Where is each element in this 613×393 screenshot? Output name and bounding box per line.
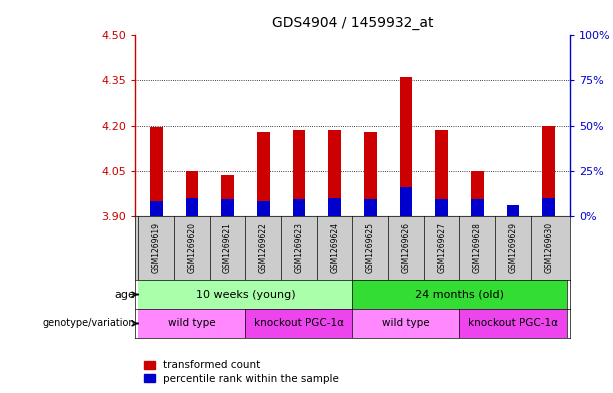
Bar [245, 309, 352, 338]
Bar [435, 130, 448, 216]
Bar [507, 205, 519, 216]
Bar [221, 199, 234, 216]
Bar [139, 280, 352, 309]
Bar [150, 127, 162, 216]
Bar [293, 130, 305, 216]
Bar [139, 309, 245, 338]
Text: wild type: wild type [382, 318, 430, 329]
Text: GSM1269628: GSM1269628 [473, 222, 482, 273]
Bar [150, 201, 162, 216]
Text: wild type: wild type [168, 318, 216, 329]
Text: 24 months (old): 24 months (old) [415, 290, 504, 299]
Text: GSM1269622: GSM1269622 [259, 222, 268, 273]
Bar [471, 199, 484, 216]
Text: GSM1269624: GSM1269624 [330, 222, 339, 274]
Bar [352, 280, 566, 309]
Text: GSM1269620: GSM1269620 [188, 222, 196, 274]
Bar [293, 199, 305, 216]
Bar [257, 201, 270, 216]
Bar [507, 211, 519, 216]
Legend: transformed count, percentile rank within the sample: transformed count, percentile rank withi… [140, 356, 343, 388]
Bar [186, 198, 198, 216]
Text: age: age [115, 290, 135, 299]
Bar [186, 171, 198, 216]
Bar [460, 309, 566, 338]
Text: GSM1269630: GSM1269630 [544, 222, 553, 274]
Bar [543, 125, 555, 216]
Bar [471, 171, 484, 216]
Bar [364, 132, 376, 216]
Bar [329, 130, 341, 216]
Bar [352, 309, 460, 338]
Text: 10 weeks (young): 10 weeks (young) [196, 290, 295, 299]
Bar [435, 199, 448, 216]
Bar [221, 175, 234, 216]
Title: GDS4904 / 1459932_at: GDS4904 / 1459932_at [272, 16, 433, 30]
Text: GSM1269619: GSM1269619 [152, 222, 161, 274]
Bar [400, 187, 412, 216]
Text: GSM1269629: GSM1269629 [509, 222, 517, 274]
Text: GSM1269625: GSM1269625 [366, 222, 375, 274]
Text: knockout PGC-1α: knockout PGC-1α [468, 318, 558, 329]
Text: GSM1269623: GSM1269623 [294, 222, 303, 274]
Bar [329, 198, 341, 216]
Bar [364, 199, 376, 216]
Text: genotype/variation: genotype/variation [43, 318, 135, 329]
Bar [543, 198, 555, 216]
Text: GSM1269626: GSM1269626 [402, 222, 411, 274]
Text: GSM1269621: GSM1269621 [223, 222, 232, 273]
Bar [400, 77, 412, 216]
Text: knockout PGC-1α: knockout PGC-1α [254, 318, 344, 329]
Text: GSM1269627: GSM1269627 [437, 222, 446, 274]
Bar [257, 132, 270, 216]
